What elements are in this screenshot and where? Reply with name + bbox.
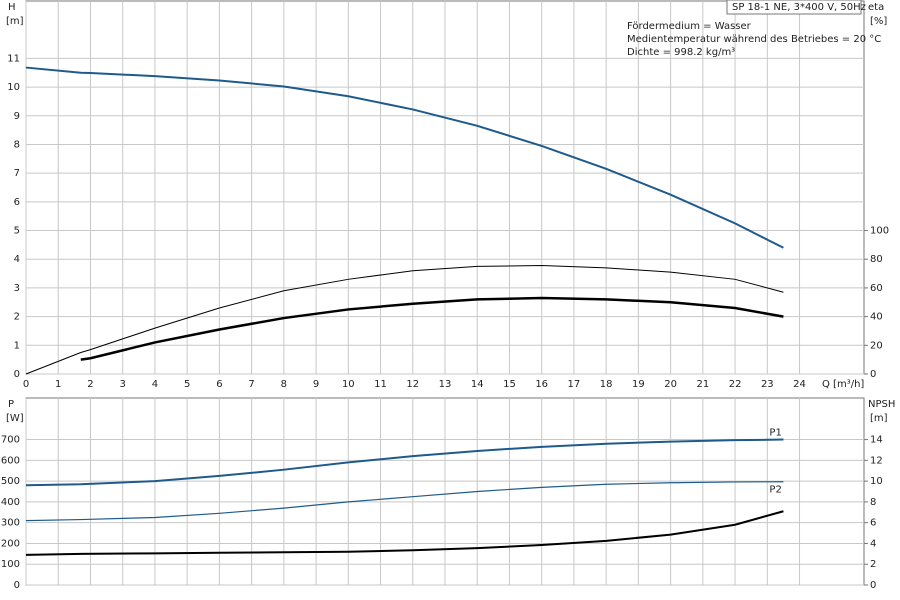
y2-tick-label: 2 — [870, 559, 876, 570]
x-tick-label: 16 — [535, 379, 548, 390]
y-tick-label: 10 — [7, 82, 20, 93]
y-tick-label: 3 — [14, 283, 20, 294]
y2-tick-label: 20 — [870, 340, 883, 351]
x-tick-label: 1 — [55, 379, 61, 390]
info-line: Medientemperatur während des Betriebes =… — [627, 34, 881, 45]
y2-tick-label: 6 — [870, 518, 876, 529]
y-tick-label: 11 — [7, 53, 20, 64]
x-tick-label: 8 — [281, 379, 287, 390]
y-axis-unit: [m] — [6, 16, 24, 27]
x-tick-label: 19 — [632, 379, 645, 390]
y-tick-label: 500 — [1, 476, 20, 487]
y-tick-label: 0 — [14, 580, 20, 591]
y-tick-label: 1 — [14, 340, 20, 351]
y2-tick-label: 0 — [870, 369, 876, 380]
y-axis-label: H — [8, 2, 16, 13]
y-tick-label: 4 — [14, 254, 20, 265]
x-tick-label: 14 — [471, 379, 484, 390]
x-tick-label: 2 — [87, 379, 93, 390]
y-tick-label: 100 — [1, 559, 20, 570]
x-tick-label: 21 — [696, 379, 709, 390]
y-axis-unit: [W] — [6, 413, 24, 424]
x-tick-label: 7 — [248, 379, 254, 390]
y2-tick-label: 60 — [870, 283, 883, 294]
x-tick-label: 6 — [216, 379, 222, 390]
x-tick-label: 3 — [120, 379, 126, 390]
x-tick-label: 0 — [23, 379, 29, 390]
x-axis-label: Q [m³/h] — [822, 379, 864, 390]
info-line: Dichte = 998.2 kg/m³ — [627, 47, 735, 58]
y2-tick-label: 8 — [870, 497, 876, 508]
data-line — [25, 265, 784, 375]
y2-axis-label: eta — [868, 2, 884, 13]
y2-tick-label: 0 — [870, 580, 876, 591]
data-line — [25, 66, 784, 249]
y2-tick-label: 14 — [870, 435, 883, 446]
info-box — [726, 0, 862, 15]
y2-axis-unit: [m] — [870, 413, 888, 424]
data-line — [80, 296, 784, 361]
x-tick-label: 17 — [568, 379, 581, 390]
y-axis-label: P — [8, 399, 14, 410]
x-tick-label: 23 — [761, 379, 774, 390]
x-tick-label: 15 — [503, 379, 516, 390]
x-tick-label: 5 — [184, 379, 190, 390]
y2-tick-label: 10 — [870, 476, 883, 487]
x-tick-label: 13 — [439, 379, 452, 390]
data-line — [25, 481, 784, 522]
data-line — [25, 510, 784, 556]
y-tick-label: 2 — [14, 312, 20, 323]
y2-axis-label: NPSH — [868, 399, 895, 410]
data-line — [25, 438, 784, 487]
y-tick-label: 200 — [1, 538, 20, 549]
y2-tick-label: 100 — [870, 226, 889, 237]
y2-tick-label: 4 — [870, 538, 876, 549]
y2-tick-label: 40 — [870, 312, 883, 323]
y-tick-label: 700 — [1, 435, 20, 446]
y-tick-label: 7 — [14, 168, 20, 179]
y-tick-label: 400 — [1, 497, 20, 508]
series-label: P1 — [769, 428, 781, 439]
x-tick-label: 11 — [374, 379, 387, 390]
y-tick-label: 0 — [14, 369, 20, 380]
x-tick-label: 10 — [342, 379, 355, 390]
y-tick-label: 5 — [14, 226, 20, 237]
y2-tick-label: 12 — [870, 455, 883, 466]
x-tick-label: 9 — [313, 379, 319, 390]
y2-tick-label: 80 — [870, 254, 883, 265]
y-tick-label: 8 — [14, 139, 20, 150]
y2-axis-unit: [%] — [870, 16, 887, 27]
x-tick-label: 18 — [600, 379, 613, 390]
y-tick-label: 9 — [14, 111, 20, 122]
info-line: Fördermedium = Wasser — [627, 21, 752, 32]
x-tick-label: 20 — [664, 379, 677, 390]
x-tick-label: 24 — [793, 379, 806, 390]
x-tick-label: 22 — [729, 379, 742, 390]
x-tick-label: 12 — [406, 379, 419, 390]
series-label: P2 — [769, 485, 781, 496]
info-title: SP 18-1 NE, 3*400 V, 50Hz — [732, 2, 866, 13]
y-tick-label: 300 — [1, 518, 20, 529]
y-tick-label: 600 — [1, 455, 20, 466]
x-tick-label: 4 — [152, 379, 158, 390]
y-tick-label: 6 — [14, 197, 20, 208]
